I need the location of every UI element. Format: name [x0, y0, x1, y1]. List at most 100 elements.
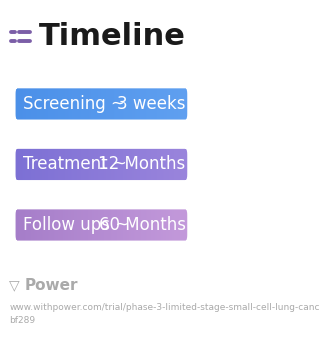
Bar	[173, 143, 175, 186]
Bar	[112, 143, 114, 186]
Bar	[25, 82, 27, 126]
Bar	[172, 143, 174, 186]
Bar	[38, 143, 40, 186]
Bar	[181, 82, 183, 126]
Bar	[20, 82, 22, 126]
Bar	[161, 143, 163, 186]
Bar	[178, 143, 180, 186]
Bar	[32, 143, 34, 186]
Bar	[172, 203, 174, 247]
Bar	[44, 143, 46, 186]
Bar	[42, 82, 44, 126]
Bar	[65, 143, 67, 186]
Bar	[20, 143, 22, 186]
Bar	[17, 203, 19, 247]
Bar	[89, 82, 91, 126]
Bar	[134, 143, 136, 186]
Bar	[192, 82, 194, 126]
Bar	[137, 203, 139, 247]
Bar	[31, 143, 33, 186]
Bar	[42, 143, 44, 186]
Bar	[118, 203, 120, 247]
Bar	[14, 143, 16, 186]
Bar	[178, 82, 180, 126]
Bar	[143, 143, 145, 186]
Bar	[111, 82, 113, 126]
Bar	[167, 82, 169, 126]
Bar	[19, 82, 20, 126]
Bar	[61, 143, 63, 186]
Bar	[88, 203, 90, 247]
Bar	[143, 82, 145, 126]
Bar	[140, 203, 142, 247]
Bar	[157, 203, 159, 247]
Bar	[167, 203, 169, 247]
Bar	[121, 203, 123, 247]
Bar	[115, 143, 117, 186]
Text: Power: Power	[24, 278, 78, 293]
Bar	[106, 143, 108, 186]
Bar	[84, 143, 86, 186]
Bar	[46, 82, 48, 126]
Bar	[100, 203, 102, 247]
Bar	[108, 82, 109, 126]
Bar	[57, 82, 59, 126]
Bar	[63, 143, 65, 186]
Bar	[114, 82, 116, 126]
Bar	[11, 82, 13, 126]
Bar	[190, 143, 192, 186]
Bar	[183, 82, 185, 126]
Bar	[36, 143, 37, 186]
Bar	[146, 203, 148, 247]
Bar	[103, 203, 105, 247]
Bar	[38, 203, 40, 247]
Bar	[60, 82, 62, 126]
Bar	[155, 203, 157, 247]
Bar	[98, 143, 100, 186]
Bar	[95, 82, 97, 126]
Bar	[111, 143, 113, 186]
Bar	[32, 203, 34, 247]
Bar	[166, 203, 168, 247]
Bar	[37, 143, 39, 186]
Bar	[138, 82, 140, 126]
Bar	[143, 203, 145, 247]
Bar	[149, 203, 151, 247]
Bar	[149, 82, 151, 126]
Bar	[77, 203, 79, 247]
Bar	[9, 143, 11, 186]
Bar	[83, 82, 85, 126]
Bar	[146, 82, 148, 126]
Text: ▽: ▽	[9, 279, 20, 293]
Bar	[164, 203, 166, 247]
Bar	[189, 82, 191, 126]
Text: 12 Months: 12 Months	[98, 156, 186, 174]
Bar	[171, 82, 172, 126]
Bar	[135, 203, 137, 247]
Bar	[82, 203, 84, 247]
Bar	[55, 82, 57, 126]
Bar	[86, 203, 88, 247]
Bar	[78, 143, 80, 186]
Bar	[155, 82, 157, 126]
Bar	[101, 203, 103, 247]
Bar	[140, 82, 142, 126]
Bar	[36, 203, 37, 247]
Bar	[148, 143, 149, 186]
Bar	[72, 143, 74, 186]
Bar	[25, 203, 27, 247]
Bar	[146, 143, 148, 186]
Bar	[88, 82, 90, 126]
Text: 60 Months: 60 Months	[99, 216, 186, 234]
Bar	[129, 203, 131, 247]
Bar	[31, 203, 33, 247]
Bar	[82, 82, 84, 126]
Bar	[28, 143, 30, 186]
Bar	[40, 82, 42, 126]
Bar	[161, 203, 163, 247]
Bar	[95, 203, 97, 247]
Bar	[38, 82, 40, 126]
Bar	[71, 82, 73, 126]
Bar	[80, 203, 82, 247]
Bar	[117, 203, 119, 247]
